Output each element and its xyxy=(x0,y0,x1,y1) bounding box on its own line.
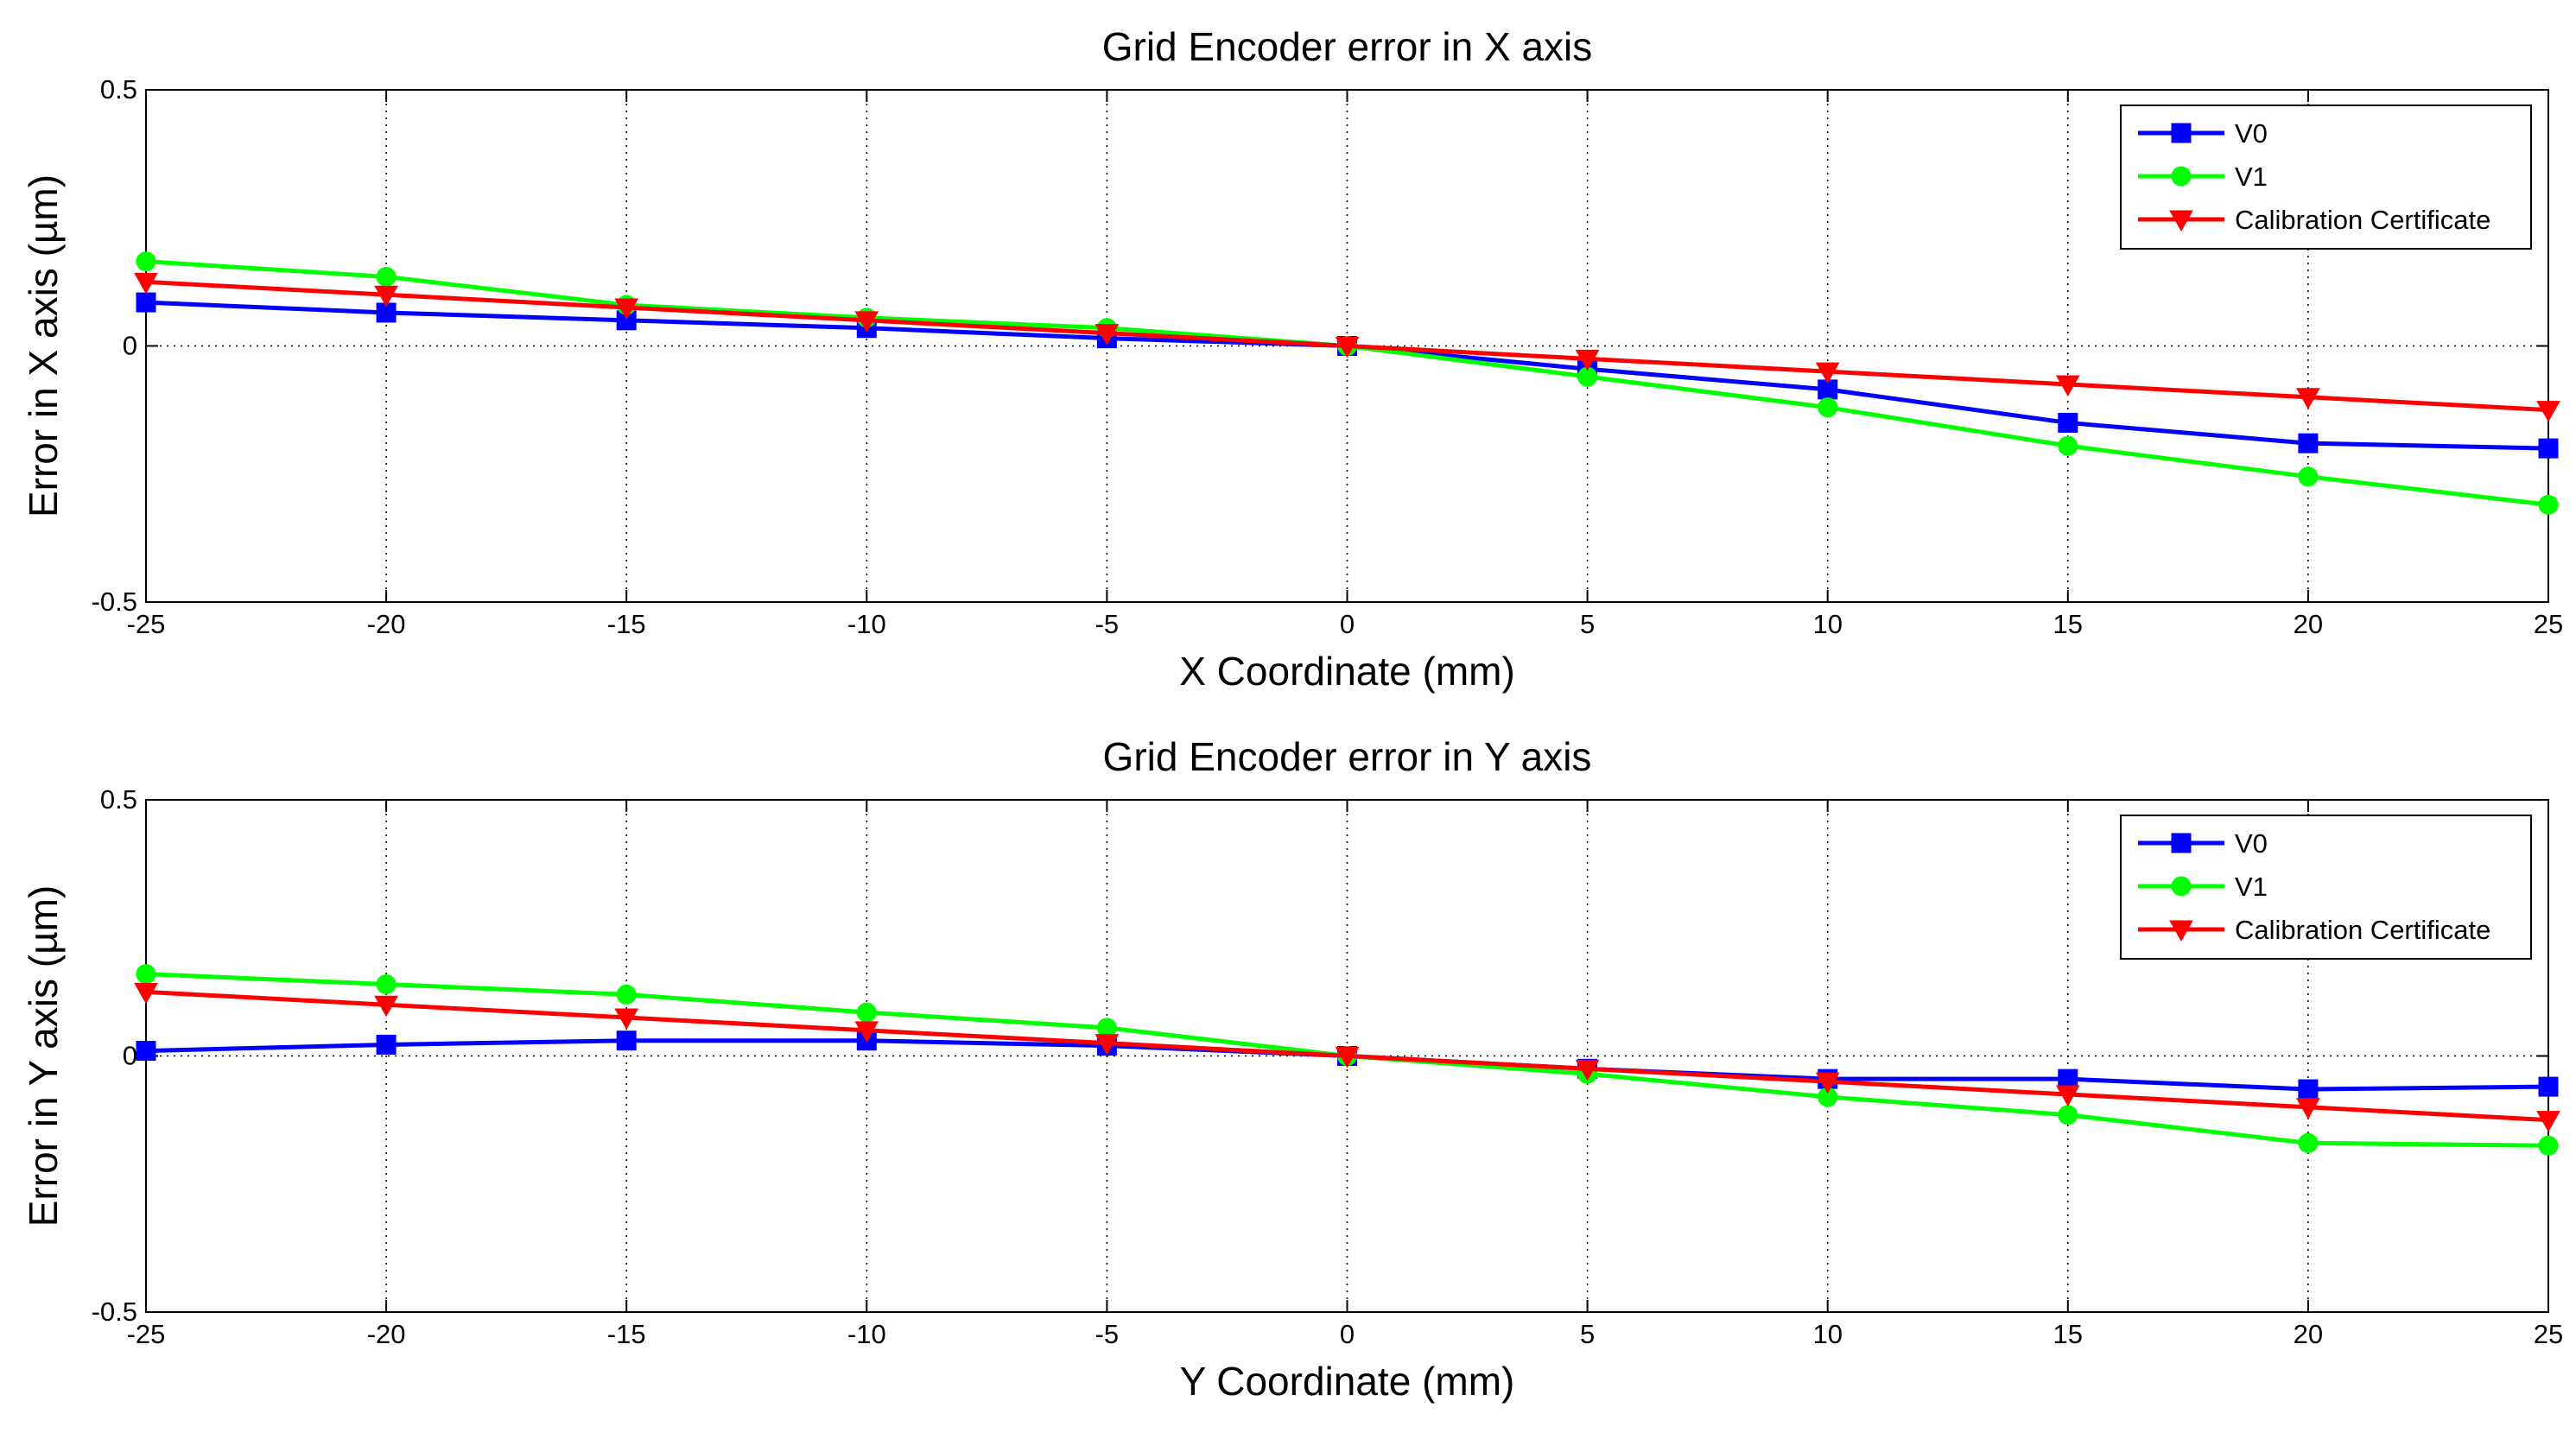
data-point xyxy=(136,964,156,985)
data-point xyxy=(616,1030,637,1051)
data-point xyxy=(2296,1098,2320,1119)
y-tick-label: 0.5 xyxy=(100,74,137,105)
data-point xyxy=(1335,337,1360,358)
data-point xyxy=(376,973,397,994)
x-tick-label: -10 xyxy=(847,1319,886,1349)
data-point xyxy=(2058,435,2078,456)
data-point xyxy=(2536,401,2560,422)
data-point xyxy=(616,984,637,1005)
series-calibration-certificate xyxy=(134,272,2560,422)
data-point xyxy=(2055,375,2080,396)
data-point xyxy=(614,1008,639,1030)
data-point xyxy=(1815,1072,1840,1094)
x-axis-title: Y Coordinate (mm) xyxy=(1180,1359,1515,1404)
x-tick-label: -20 xyxy=(367,609,406,639)
legend-label: V0 xyxy=(2235,118,2268,149)
data-point xyxy=(1575,1059,1600,1081)
x-tick-label: -20 xyxy=(367,1319,406,1349)
x-tick-label: -5 xyxy=(1095,609,1120,639)
x-tick-label: 10 xyxy=(1812,1319,1842,1349)
x-tick-label: 0 xyxy=(1340,1319,1355,1349)
legend-marker xyxy=(2169,920,2193,942)
x-tick-label: 5 xyxy=(1580,609,1595,639)
chart-title: Grid Encoder error in Y axis xyxy=(1103,734,1592,779)
x-tick-label: -15 xyxy=(607,1319,646,1349)
data-point xyxy=(856,1002,877,1023)
y-axis-title: Error in X axis (µm) xyxy=(21,174,66,517)
legend-label: V1 xyxy=(2235,872,2268,902)
data-point xyxy=(376,1034,397,1055)
legend-label: Calibration Certificate xyxy=(2235,205,2490,235)
legend-marker xyxy=(2171,166,2192,187)
x-tick-label: -15 xyxy=(607,609,646,639)
x-tick-label: 10 xyxy=(1812,609,1842,639)
data-point xyxy=(1094,324,1120,346)
data-point xyxy=(854,1021,879,1043)
chart-title: Grid Encoder error in X axis xyxy=(1102,24,1593,69)
data-point xyxy=(1818,397,1838,418)
data-point xyxy=(136,251,156,272)
legend-marker xyxy=(2171,123,2192,143)
data-point xyxy=(2298,1132,2319,1153)
data-point xyxy=(2536,1111,2560,1132)
y-tick-label: 0 xyxy=(123,1041,137,1071)
legend-marker xyxy=(2169,210,2193,232)
data-point xyxy=(2298,1079,2319,1100)
y-tick-label: -0.5 xyxy=(92,1297,137,1327)
x-tick-label: -25 xyxy=(127,609,166,639)
data-point xyxy=(374,995,398,1018)
legend-label: V1 xyxy=(2235,162,2268,192)
subplot-2: -25 -20 -15 -10 -5 0 5 10 15 20 25 0.5 0 -0.5 Grid Enc… xyxy=(21,734,2563,1404)
x-tick-label: 25 xyxy=(2534,609,2563,639)
data-point xyxy=(136,292,156,313)
data-point xyxy=(2538,1135,2559,1156)
x-tick-label: 5 xyxy=(1580,1319,1595,1349)
x-tick-label: 20 xyxy=(2294,609,2323,639)
y-tick-label: 0 xyxy=(123,331,137,361)
data-point xyxy=(854,311,879,333)
x-tick-label: 25 xyxy=(2534,1319,2563,1349)
data-point xyxy=(136,1041,156,1062)
data-point xyxy=(2296,388,2320,409)
legend: V0 V1 Calibration Certificate xyxy=(2120,105,2532,250)
data-point xyxy=(374,285,398,308)
data-point xyxy=(1575,349,1600,371)
x-tick-label: -5 xyxy=(1095,1319,1120,1349)
series-calibration-certificate xyxy=(134,982,2560,1132)
x-tick-label: 15 xyxy=(2053,609,2083,639)
data-point xyxy=(2058,412,2078,433)
x-tick-label: -25 xyxy=(127,1319,166,1349)
legend: V0 V1 Calibration Certificate xyxy=(2120,815,2532,960)
legend-label: V0 xyxy=(2235,828,2268,859)
data-point xyxy=(134,272,158,295)
subplot-1: -25 -20 -15 -10 -5 0 5 10 15 20 25 0.5 0 -0.5 Grid Enc… xyxy=(21,24,2563,694)
x-axis-title: X Coordinate (mm) xyxy=(1179,649,1515,694)
data-point xyxy=(1815,362,1840,384)
data-point xyxy=(2538,1076,2559,1097)
y-tick-label: 0.5 xyxy=(100,784,137,815)
data-point xyxy=(2538,494,2559,515)
data-point xyxy=(134,982,158,1005)
y-tick-label: -0.5 xyxy=(92,587,137,617)
data-point xyxy=(2298,466,2319,487)
data-point xyxy=(376,266,397,287)
data-point xyxy=(614,298,639,320)
legend-marker xyxy=(2171,876,2192,897)
x-tick-label: 15 xyxy=(2053,1319,2083,1349)
data-point xyxy=(2058,1105,2078,1125)
data-point xyxy=(2298,433,2319,453)
x-tick-label: 0 xyxy=(1340,609,1355,639)
data-point xyxy=(1094,1034,1120,1056)
data-point xyxy=(1335,1047,1360,1068)
x-tick-label: 20 xyxy=(2294,1319,2323,1349)
x-tick-label: -10 xyxy=(847,609,886,639)
data-point xyxy=(2538,438,2559,459)
legend-label: Calibration Certificate xyxy=(2235,915,2490,945)
y-axis-title: Error in Y axis (µm) xyxy=(21,885,66,1227)
legend-marker xyxy=(2171,833,2192,853)
data-point xyxy=(2055,1085,2080,1106)
